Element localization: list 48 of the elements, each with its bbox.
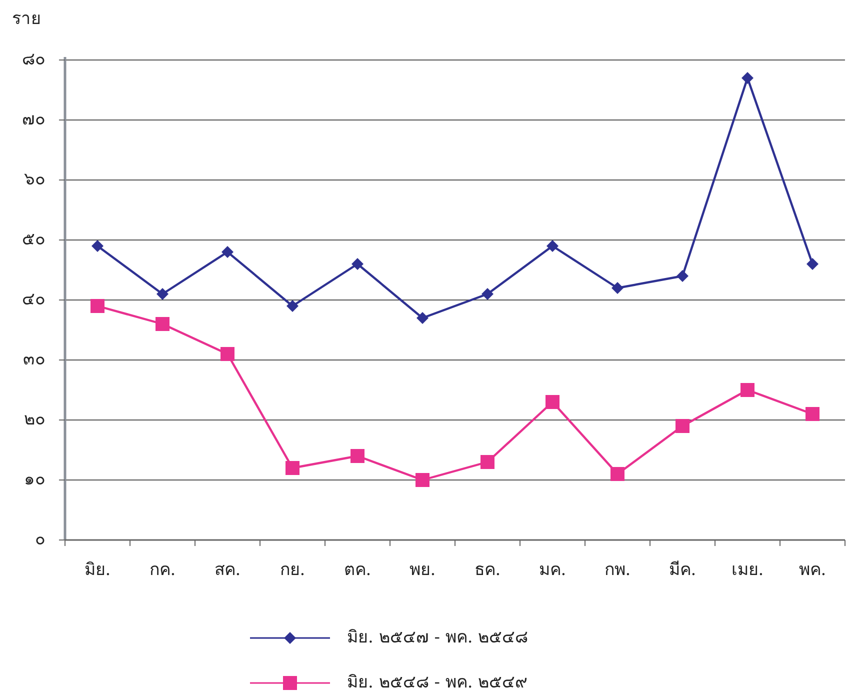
point [546, 240, 558, 252]
x-tick-label: พย. [409, 560, 436, 580]
x-tick-label: กค. [149, 560, 176, 580]
point [156, 288, 168, 300]
point [482, 288, 494, 300]
point [350, 449, 364, 463]
x-tick-label: เมย. [731, 560, 764, 580]
y-tick-label: ๒๐ [24, 409, 45, 430]
point [612, 282, 624, 294]
point [610, 467, 624, 481]
x-tick-label: ตค. [344, 560, 372, 580]
legend-label: มิย. ๒๕๔๗ - พค. ๒๕๔๘ [347, 627, 528, 648]
x-tick-label: มิย. [84, 560, 111, 580]
point [676, 419, 690, 433]
x-tick-label: สค. [214, 560, 241, 580]
x-tick-label: กพ. [604, 560, 631, 580]
point [480, 455, 494, 469]
x-tick-label: กย. [280, 560, 306, 580]
x-tick-label: มค. [538, 560, 566, 580]
y-tick-label: ๑๐ [24, 469, 45, 490]
y-tick-label: ๖๐ [24, 169, 45, 190]
x-tick-label: พค. [798, 560, 826, 580]
point [92, 240, 104, 252]
point [416, 473, 430, 487]
point [806, 258, 818, 270]
point [286, 461, 300, 475]
y-tick-label: ๕๐ [22, 229, 45, 250]
y-tick-label: ๔๐ [22, 289, 45, 310]
point [286, 300, 298, 312]
point [352, 258, 364, 270]
x-tick-label: มีค. [668, 560, 696, 580]
point [416, 312, 428, 324]
point [546, 395, 560, 409]
point [740, 383, 754, 397]
legend-label: มิย. ๒๕๔๘ - พค. ๒๕๔๙ [347, 672, 528, 692]
y-tick-label: ๗๐ [22, 109, 45, 130]
point [742, 72, 754, 84]
point [90, 299, 104, 313]
y-axis-title: ราย [12, 9, 41, 29]
y-tick-label: ๘๐ [22, 49, 45, 70]
y-tick-label: ๓๐ [23, 349, 45, 370]
point [676, 270, 688, 282]
y-tick-label: ๐ [35, 529, 45, 550]
point [156, 317, 170, 331]
point [806, 407, 820, 421]
point [220, 347, 234, 361]
point [222, 246, 234, 258]
x-tick-label: ธค. [474, 560, 501, 580]
